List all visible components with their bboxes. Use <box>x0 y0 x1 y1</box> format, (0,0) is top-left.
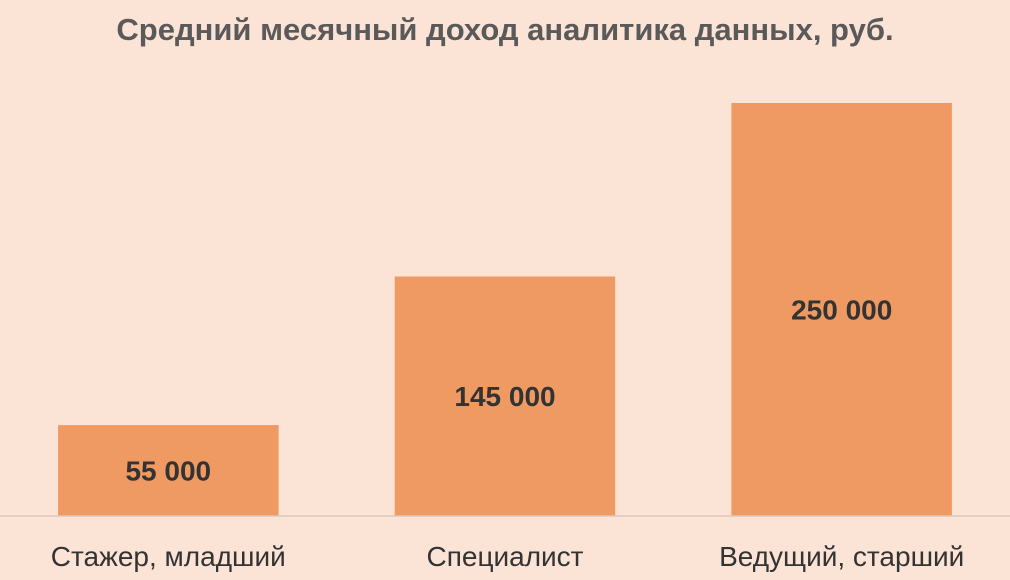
chart-title: Средний месячный доход аналитика данных,… <box>116 12 893 47</box>
x-tick-label: Стажер, младший <box>51 541 286 572</box>
bar <box>394 276 616 516</box>
bars-group <box>58 103 952 516</box>
x-tick-label: Специалист <box>426 541 583 572</box>
bar <box>58 425 279 516</box>
x-tick-labels-group: Стажер, младший Специалист Ведущий, старши… <box>51 541 965 572</box>
data-label: 250 000 <box>791 295 892 326</box>
data-label: 145 000 <box>454 381 555 412</box>
data-label: 55 000 <box>125 456 211 487</box>
x-tick-label: Ведущий, старший <box>719 541 964 572</box>
bar <box>731 103 952 516</box>
data-labels-group: 55 000 145 000 250 000 <box>125 295 892 487</box>
